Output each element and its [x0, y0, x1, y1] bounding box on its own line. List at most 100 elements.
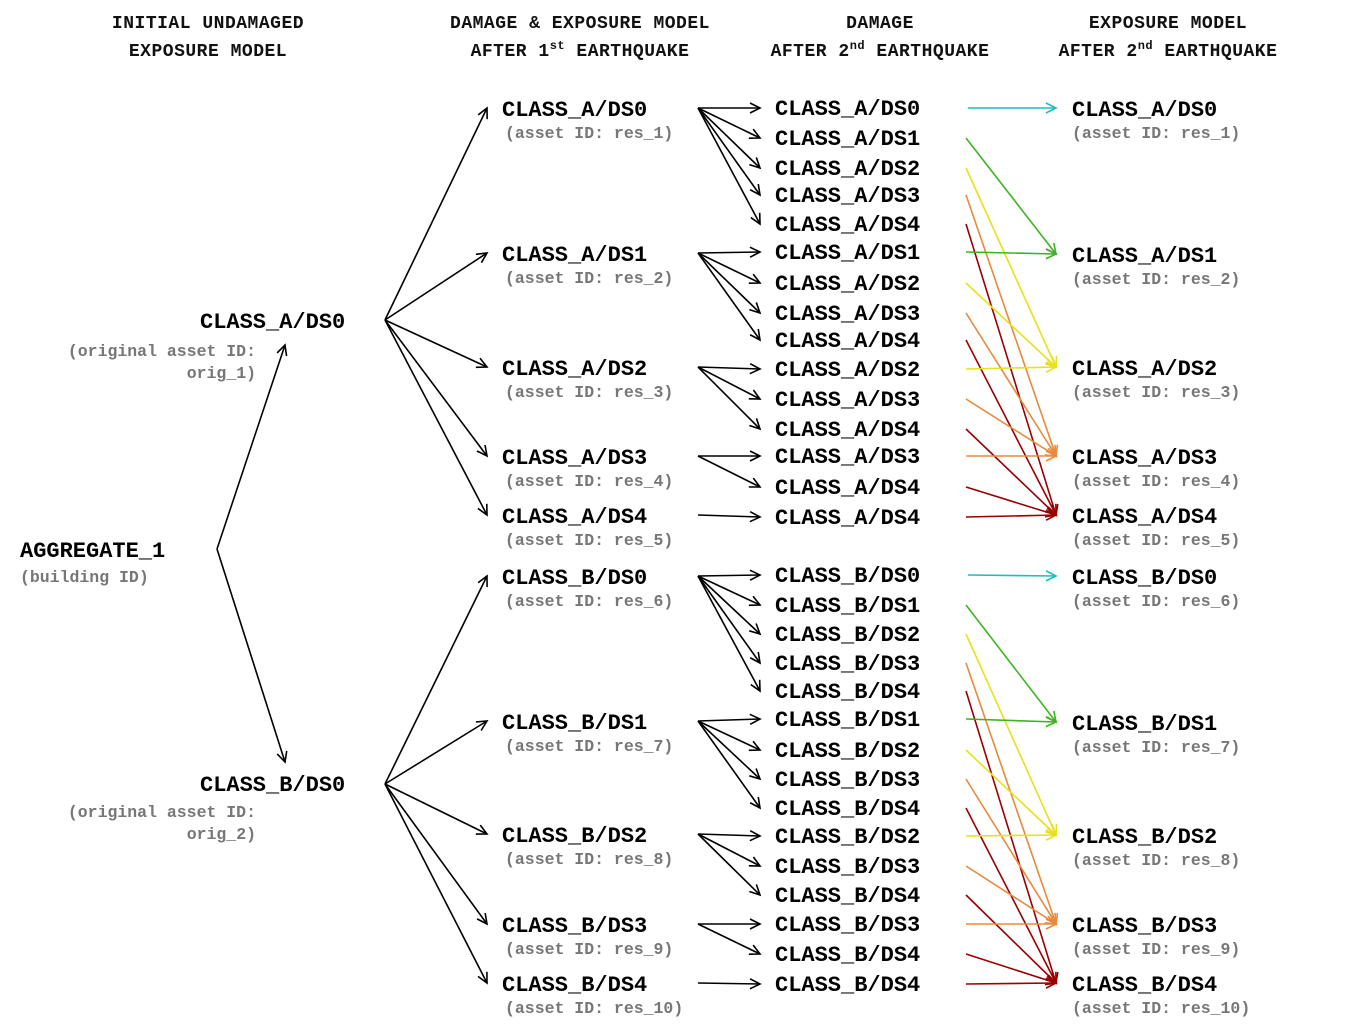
final-node-label: CLASS_A/DS3	[1072, 446, 1217, 471]
arrow-first-to-second	[697, 713, 762, 726]
arrow-second-to-final	[965, 894, 1058, 985]
after-first-node-sub: (asset ID: res_9)	[505, 940, 673, 959]
after-second-node-label: CLASS_B/DS4	[775, 797, 920, 822]
arrow-initial-to-first	[384, 319, 489, 458]
final-node-label: CLASS_B/DS3	[1072, 914, 1217, 939]
after-first-node-label: CLASS_A/DS2	[502, 357, 647, 382]
after-first-node-sub: (asset ID: res_4)	[505, 472, 673, 491]
after-first-node-sub: (asset ID: res_6)	[505, 592, 673, 611]
arrow-second-to-final	[965, 312, 1057, 458]
arrow-first-to-second	[697, 107, 761, 226]
arrow-second-to-final	[965, 428, 1058, 517]
arrow-second-to-final	[965, 486, 1058, 518]
arrow-first-to-second	[697, 720, 762, 752]
after-second-node-label: CLASS_A/DS2	[775, 157, 920, 182]
after-second-node-label: CLASS_A/DS3	[775, 184, 920, 209]
header-col4-line2: AFTER 2nd EARTHQUAKE	[1059, 39, 1278, 62]
arrow-second-to-final	[965, 829, 1058, 841]
arrow-second-to-final	[965, 509, 1058, 521]
arrow-first-to-second	[697, 455, 762, 488]
after-second-node-label: CLASS_B/DS2	[775, 739, 920, 764]
header-col1-line1: INITIAL UNDAMAGED	[112, 14, 304, 34]
arrow-first-to-second	[697, 510, 762, 523]
after-first-node-label: CLASS_B/DS0	[502, 566, 647, 591]
arrow-initial-to-first	[384, 783, 488, 985]
arrow-first-to-second	[697, 252, 762, 342]
building-sub: (building ID)	[20, 568, 149, 587]
after-second-node-label: CLASS_B/DS3	[775, 855, 920, 880]
arrow-first-to-second	[697, 107, 762, 170]
after-second-node-label: CLASS_A/DS2	[775, 358, 920, 383]
arrow-second-to-final	[965, 778, 1057, 926]
after-second-node-label: CLASS_A/DS4	[775, 329, 920, 354]
arrow-initial-to-first	[384, 106, 488, 321]
arrow-second-to-final	[965, 715, 1058, 728]
header-col1-line2: EXPOSURE MODEL	[129, 42, 287, 62]
arrow-second-to-final	[965, 749, 1058, 837]
arrow-first-to-second	[697, 366, 762, 400]
arrow-first-to-second	[697, 978, 762, 990]
after-first-node-sub: (asset ID: res_7)	[505, 737, 673, 756]
initial-node-sub2: orig_2)	[187, 825, 256, 844]
arrow-second-to-final	[965, 361, 1058, 373]
arrow-building-to-initial	[216, 548, 288, 764]
arrow-first-to-second	[697, 252, 762, 284]
arrow-first-to-second	[697, 575, 762, 636]
header-col3-line2: AFTER 2nd EARTHQUAKE	[771, 39, 990, 62]
initial-node-label: CLASS_A/DS0	[200, 310, 345, 335]
after-second-node-label: CLASS_B/DS4	[775, 680, 920, 705]
arrow-first-to-second	[697, 569, 762, 581]
final-node-sub: (asset ID: res_6)	[1072, 592, 1240, 611]
initial-nodes: CLASS_A/DS0 (original asset ID: orig_1) …	[68, 310, 345, 844]
initial-node-label: CLASS_B/DS0	[200, 773, 345, 798]
arrow-second-to-final	[965, 604, 1058, 724]
arrow-first-to-second	[697, 720, 762, 810]
final-node-sub: (asset ID: res_9)	[1072, 940, 1240, 959]
final-node-sub: (asset ID: res_5)	[1072, 531, 1240, 550]
after-second-node-label: CLASS_B/DS2	[775, 825, 920, 850]
arrow-first-to-second	[697, 246, 762, 258]
after-second-node-label: CLASS_B/DS3	[775, 913, 920, 938]
after-second-node-label: CLASS_B/DS3	[775, 652, 920, 677]
after-first-node-label: CLASS_A/DS1	[502, 243, 647, 268]
arrow-second-to-final	[965, 977, 1058, 989]
final-node-label: CLASS_A/DS2	[1072, 357, 1217, 382]
final-node-sub: (asset ID: res_8)	[1072, 851, 1240, 870]
final-node-label: CLASS_A/DS1	[1072, 244, 1217, 269]
arrow-initial-to-first	[384, 574, 488, 785]
after-first-node-label: CLASS_A/DS3	[502, 446, 647, 471]
column-headers: INITIAL UNDAMAGED EXPOSURE MODEL DAMAGE …	[112, 14, 1278, 62]
after-second-node-label: CLASS_A/DS3	[775, 445, 920, 470]
after-second-node-label: CLASS_A/DS4	[775, 476, 920, 501]
after-first-node-sub: (asset ID: res_10)	[505, 999, 683, 1018]
arrow-initial-to-first	[384, 252, 489, 321]
arrow-first-to-second	[697, 107, 762, 197]
final-node-label: CLASS_B/DS2	[1072, 825, 1217, 850]
final-node-label: CLASS_A/DS4	[1072, 505, 1217, 530]
after-second-node-label: CLASS_A/DS1	[775, 241, 920, 266]
initial-node-sub2: orig_1)	[187, 364, 256, 383]
arrow-second-to-final	[965, 137, 1058, 256]
arrow-second-to-final	[965, 282, 1058, 369]
header-col3-line1: DAMAGE	[846, 14, 914, 34]
final-node-sub: (asset ID: res_4)	[1072, 472, 1240, 491]
after-first-nodes: CLASS_A/DS0(asset ID: res_1)CLASS_A/DS1(…	[502, 98, 683, 1018]
final-node-sub: (asset ID: res_10)	[1072, 999, 1250, 1018]
header-col2-line2: AFTER 1st EARTHQUAKE	[471, 39, 690, 62]
arrow-second-to-final	[967, 570, 1058, 582]
after-second-node-label: CLASS_B/DS0	[775, 564, 920, 589]
after-second-node-label: CLASS_B/DS1	[775, 708, 920, 733]
arrow-first-to-second	[697, 575, 762, 607]
arrow-initial-to-first	[384, 319, 489, 369]
after-first-node-sub: (asset ID: res_5)	[505, 531, 673, 550]
arrow-second-to-final	[965, 248, 1058, 260]
arrow-second-to-final	[965, 690, 1059, 985]
final-exposure-nodes: CLASS_A/DS0(asset ID: res_1)CLASS_A/DS1(…	[1072, 98, 1250, 1018]
after-first-node-label: CLASS_B/DS1	[502, 711, 647, 736]
arrow-first-to-second	[697, 252, 762, 315]
after-first-node-label: CLASS_B/DS4	[502, 973, 647, 998]
arrow-initial-to-first	[384, 720, 489, 785]
arrow-building-to-initial	[216, 343, 288, 550]
final-node-label: CLASS_B/DS1	[1072, 712, 1217, 737]
